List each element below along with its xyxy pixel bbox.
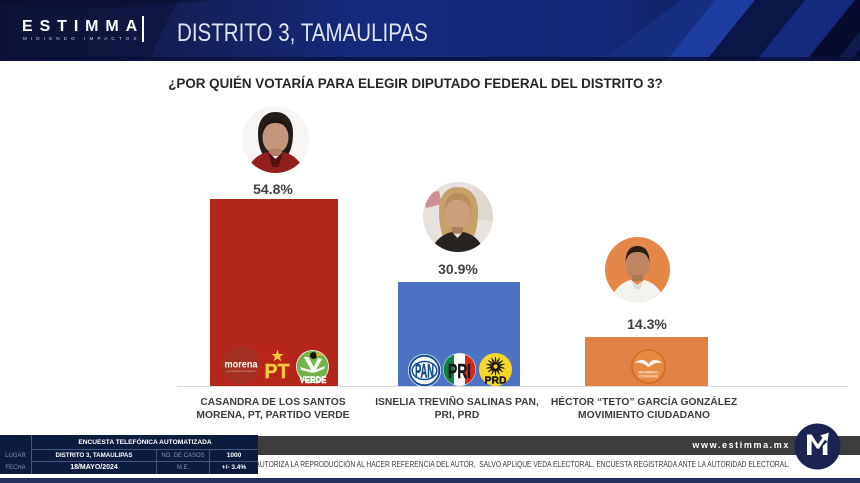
svg-text:PAN: PAN xyxy=(415,361,434,382)
svg-text:PT: PT xyxy=(265,361,290,382)
svg-text:La esperanza de México: La esperanza de México xyxy=(226,369,256,373)
svg-text:VERDE: VERDE xyxy=(300,375,327,386)
svg-text:PRI: PRI xyxy=(448,361,471,383)
svg-text:CIUDADANO: CIUDADANO xyxy=(638,374,658,378)
svg-text:MOVIMIENTO: MOVIMIENTO xyxy=(638,371,659,375)
svg-text:PRD: PRD xyxy=(485,375,507,387)
svg-text:morena: morena xyxy=(224,360,257,371)
